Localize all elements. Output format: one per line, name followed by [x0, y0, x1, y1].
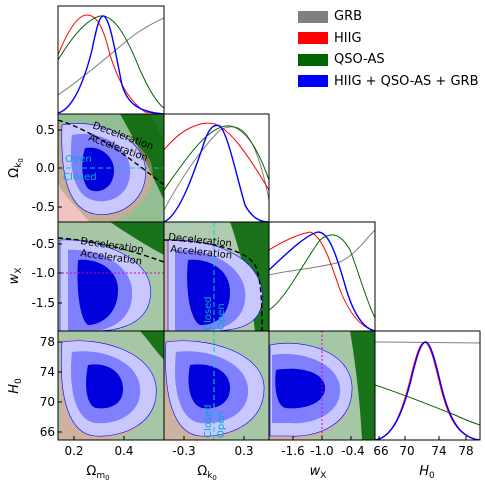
x-tick-labels: 0.2 0.4 -0.3 0.3 -1.6 -1.0 -0.4 66 70 74… [64, 444, 473, 458]
legend-entry-joint: HIIG + QSO-AS + GRB [298, 71, 483, 93]
deceleration-acceleration-line [58, 119, 164, 186]
panel-omega-m-marginal [58, 14, 164, 114]
marginal-line-hiig [164, 122, 269, 191]
panel-omega-k-vs-omega-m: Open Closed Deceleration Acceleration [58, 114, 164, 222]
contour-joint-1 [275, 368, 325, 409]
panel-wx-vs-omega-m: Deceleration Acceleration [58, 222, 164, 331]
x-axis-title-omega-m: Ωm0 [86, 464, 109, 482]
tick-label-omega-k-y: 0.5 [36, 123, 55, 137]
marginal-line-qsoas [269, 234, 375, 319]
open-label: Open [216, 411, 227, 438]
marginal-line-joint [164, 124, 269, 222]
tick-label-h0-x: 78 [458, 444, 473, 458]
x-axis-title-wx: wX [310, 464, 327, 481]
tick-label-h0-x: 74 [431, 444, 446, 458]
marginal-line-joint [58, 15, 164, 114]
legend-label: QSO-AS [334, 52, 385, 68]
legend-swatch-grb [298, 10, 328, 23]
y-axis-title-omega-k: Ωk0 [7, 158, 25, 178]
marginal-line-hiig [269, 231, 375, 331]
tick-label-omega-m-x: 0.4 [114, 444, 133, 458]
x-axis-title-h0: H0 [419, 464, 435, 481]
contour-qsoas-inner [350, 331, 375, 440]
legend-swatch-qsoas [298, 53, 328, 66]
tick-label-wx-y: -1.5 [32, 296, 55, 310]
y-axis-title-wx: wX [7, 268, 24, 285]
tick-marks [58, 129, 467, 440]
tick-label-wx-y: -0.5 [32, 237, 55, 251]
contour-joint-1 [187, 259, 230, 326]
deceleration-acceleration-line [164, 239, 263, 331]
marginal-line-grb [269, 229, 375, 276]
contour-joint-1 [82, 147, 115, 192]
marginal-line-hiig [375, 341, 480, 440]
legend-swatch-hiig [298, 32, 328, 45]
y-tick-labels: 0.5 0.0 -0.5 -0.5 -1.0 -1.5 78 74 70 66 [32, 123, 55, 439]
tick-label-h0-y: 70 [40, 395, 55, 409]
tick-label-h0-x: 70 [399, 444, 414, 458]
legend: GRB HIIG QSO-AS HIIG + QSO-AS + GRB [298, 6, 483, 92]
closed-label: Closed [63, 172, 97, 183]
closed-label: Closed [203, 296, 214, 330]
panel-h0-vs-omega-m [58, 331, 164, 440]
tick-label-h0-y: 74 [40, 365, 55, 379]
tick-label-wx-x: -0.4 [341, 444, 364, 458]
tick-label-h0-y: 66 [40, 425, 55, 439]
marginal-line-grb [164, 126, 269, 211]
deceleration-acceleration-line [58, 237, 164, 263]
contour-qsoas-inner [110, 222, 164, 255]
tick-label-omega-k-x: 0.3 [234, 444, 253, 458]
legend-label: GRB [334, 9, 363, 25]
open-label: Open [65, 154, 92, 165]
contour-qsoas-inner [120, 114, 164, 200]
legend-entry-qsoas: QSO-AS [298, 49, 483, 71]
panel-wx-vs-omega-k: Deceleration Acceleration Closed Open [164, 222, 269, 331]
panel-omega-k-marginal [164, 122, 269, 222]
tick-label-wx-x: -1.6 [281, 444, 304, 458]
tick-label-h0-x: 66 [373, 444, 388, 458]
legend-swatch-joint [298, 75, 328, 88]
marginal-line-joint [269, 231, 375, 331]
contour-joint-1 [188, 364, 230, 409]
panel-h0-vs-omega-k: Closed Open [164, 331, 269, 440]
marginal-line-grb [58, 17, 164, 96]
contour-joint-1 [86, 364, 124, 409]
marginal-line-qsoas [58, 15, 164, 109]
tick-label-h0-y: 78 [40, 335, 55, 349]
marginal-line-joint [375, 341, 480, 440]
tick-label-omega-k-y: 0.0 [36, 161, 55, 175]
contour-qsoas-inner [140, 331, 164, 360]
panel-wx-marginal [269, 229, 375, 331]
y-axis-title-h0: H0 [7, 378, 24, 394]
tick-label-omega-k-y: -0.5 [32, 200, 55, 214]
marginal-line-hiig [58, 14, 164, 114]
tick-label-omega-k-x: -0.3 [172, 444, 195, 458]
legend-label: HIIG [334, 30, 362, 46]
tick-label-wx-y: -1.0 [32, 266, 55, 280]
open-label: Open [216, 303, 227, 330]
panel-h0-marginal [375, 341, 480, 440]
legend-entry-grb: GRB [298, 6, 483, 28]
contour-joint-1 [77, 259, 118, 325]
tick-label-omega-m-x: 0.2 [64, 444, 83, 458]
legend-entry-hiig: HIIG [298, 28, 483, 50]
panel-h0-vs-wx [269, 331, 375, 440]
x-axis-title-omega-k: Ωk0 [197, 464, 217, 482]
marginal-line-qsoas [375, 384, 480, 426]
legend-label: HIIG + QSO-AS + GRB [334, 73, 479, 89]
tick-label-wx-x: -1.0 [310, 444, 333, 458]
marginal-line-qsoas [164, 125, 269, 191]
closed-label: Closed [203, 404, 214, 438]
